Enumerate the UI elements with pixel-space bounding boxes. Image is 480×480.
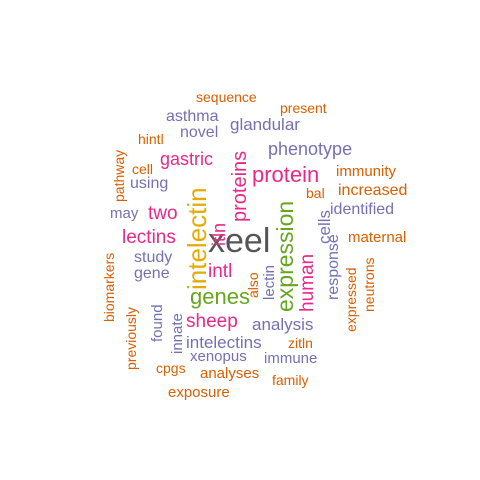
- word-intl: intl: [208, 261, 233, 282]
- word-increased: increased: [338, 182, 408, 199]
- word-cell: cell: [132, 161, 154, 177]
- word-immune: immune: [264, 350, 318, 367]
- word-found: found: [149, 304, 166, 342]
- word-biomarkers: biomarkers: [101, 252, 117, 322]
- word-identified: identified: [330, 201, 395, 218]
- word-study: study: [134, 249, 173, 266]
- word-exposure: exposure: [168, 384, 230, 401]
- word-cpgs: cpgs: [156, 360, 186, 376]
- word-two: two: [148, 203, 178, 224]
- word-also: also: [245, 272, 261, 298]
- word-protein: protein: [252, 162, 320, 187]
- word-intelectins: intelectins: [186, 333, 262, 352]
- word-itln: itln: [209, 222, 229, 246]
- word-neutrons: neutrons: [361, 257, 377, 312]
- word-maternal: maternal: [348, 229, 407, 246]
- word-sequence: sequence: [196, 89, 257, 105]
- word-lectins: lectins: [122, 227, 176, 248]
- word-analyses: analyses: [200, 365, 260, 382]
- word-sheep: sheep: [186, 311, 238, 332]
- word-present: present: [280, 100, 327, 116]
- word-gastric: gastric: [160, 149, 214, 169]
- word-human: human: [297, 253, 318, 312]
- word-innate: innate: [169, 313, 186, 354]
- word-xenopus: xenopus: [190, 348, 247, 365]
- word-pathway: pathway: [111, 149, 127, 202]
- word-expressed: expressed: [343, 267, 359, 332]
- word-novel: novel: [180, 124, 219, 141]
- word-family: family: [272, 372, 309, 388]
- word-xeel: xeel: [208, 222, 271, 260]
- word-lectin: lectin: [261, 264, 278, 300]
- word-gene: gene: [134, 265, 170, 282]
- word-previously: previously: [123, 306, 139, 370]
- word-analysis: analysis: [252, 315, 314, 334]
- word-intelectin: intelectin: [182, 187, 212, 290]
- word-phenotype: phenotype: [268, 139, 353, 159]
- word-immunity: immunity: [336, 163, 397, 180]
- word-may: may: [110, 205, 139, 222]
- word-genes: genes: [190, 284, 250, 309]
- word-bal: bal: [306, 185, 325, 201]
- word-proteins: proteins: [229, 150, 251, 222]
- word-zitln: zitln: [288, 335, 313, 351]
- word-hintl: hintl: [138, 131, 164, 147]
- word-using: using: [130, 175, 169, 192]
- word-glandular: glandular: [230, 115, 300, 134]
- word-asthma: asthma: [166, 108, 219, 125]
- word-response: response: [325, 234, 342, 300]
